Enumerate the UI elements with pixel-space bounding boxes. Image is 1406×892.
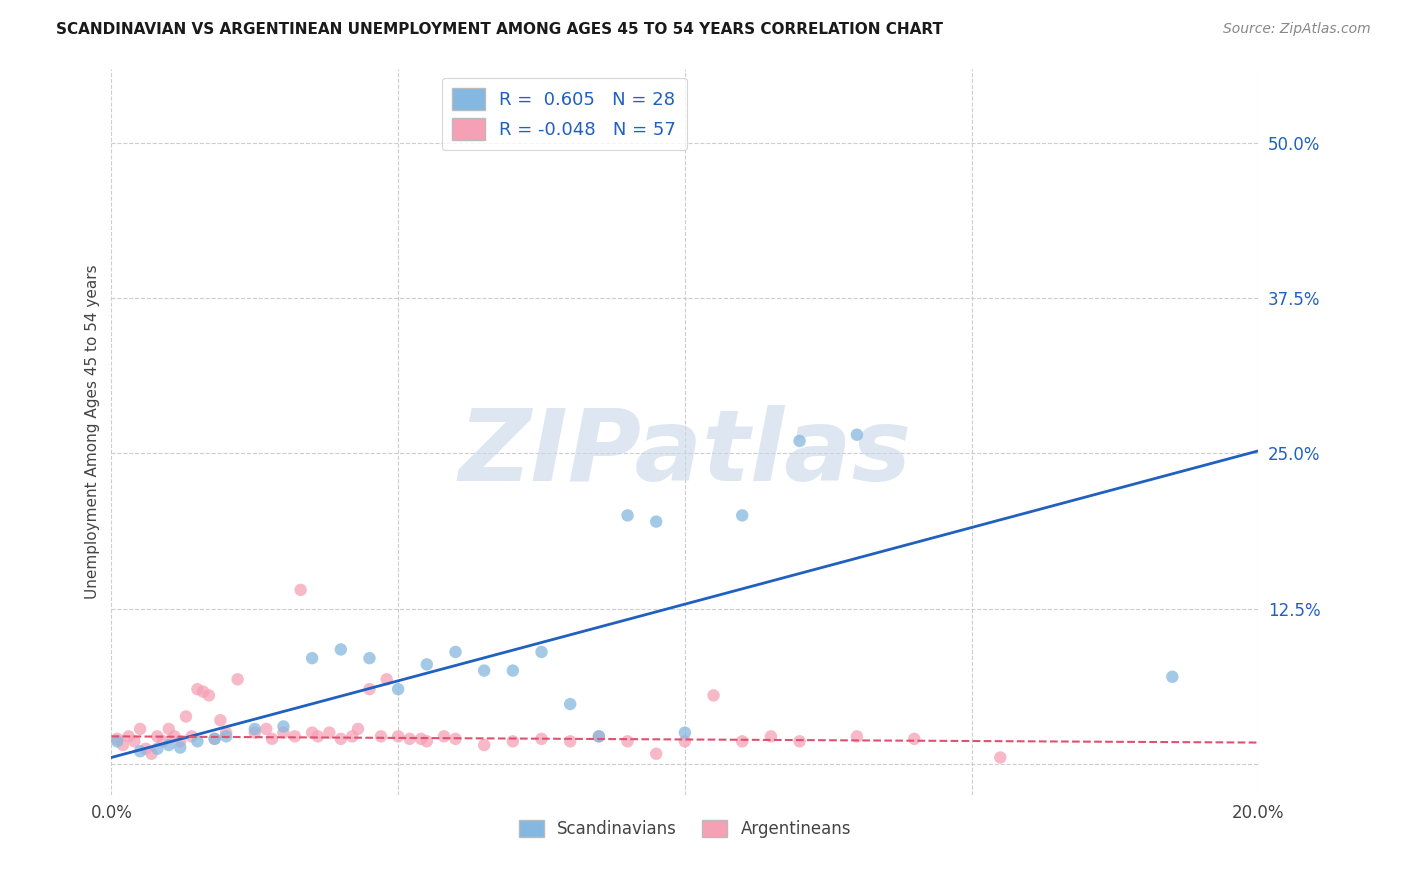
Point xyxy=(416,657,439,672)
Point xyxy=(472,664,495,678)
Point xyxy=(645,515,668,529)
Point xyxy=(215,730,238,744)
Point xyxy=(673,734,696,748)
Point xyxy=(273,719,295,733)
Point xyxy=(616,508,638,523)
Point xyxy=(616,734,638,748)
Point xyxy=(731,734,754,748)
Point xyxy=(209,713,232,727)
Point xyxy=(845,427,868,442)
Point xyxy=(186,734,208,748)
Point xyxy=(105,731,128,746)
Point xyxy=(111,738,134,752)
Point xyxy=(444,731,467,746)
Point xyxy=(260,731,283,746)
Point xyxy=(530,731,553,746)
Legend: Scandinavians, Argentineans: Scandinavians, Argentineans xyxy=(512,813,858,845)
Point xyxy=(433,730,456,744)
Point xyxy=(105,734,128,748)
Point xyxy=(129,722,152,736)
Point xyxy=(290,582,312,597)
Point xyxy=(370,730,392,744)
Point xyxy=(329,731,352,746)
Point xyxy=(198,689,221,703)
Point xyxy=(645,747,668,761)
Point xyxy=(273,725,295,739)
Point xyxy=(301,651,323,665)
Point xyxy=(789,434,811,448)
Point xyxy=(117,730,139,744)
Point xyxy=(342,730,364,744)
Point xyxy=(444,645,467,659)
Point xyxy=(588,730,610,744)
Point xyxy=(416,734,439,748)
Point xyxy=(759,730,782,744)
Point xyxy=(347,722,370,736)
Point xyxy=(789,734,811,748)
Point xyxy=(146,741,169,756)
Point xyxy=(180,730,202,744)
Point xyxy=(135,741,157,756)
Point xyxy=(204,731,226,746)
Point xyxy=(502,664,524,678)
Point xyxy=(169,734,191,748)
Point xyxy=(157,738,180,752)
Point xyxy=(387,682,409,697)
Point xyxy=(186,682,208,697)
Point xyxy=(169,740,191,755)
Point xyxy=(731,508,754,523)
Point xyxy=(141,747,163,761)
Point xyxy=(124,734,146,748)
Point xyxy=(243,722,266,736)
Point xyxy=(329,642,352,657)
Point xyxy=(226,673,249,687)
Point xyxy=(307,730,329,744)
Point xyxy=(398,731,420,746)
Point xyxy=(502,734,524,748)
Point xyxy=(673,725,696,739)
Point xyxy=(560,697,582,711)
Text: Source: ZipAtlas.com: Source: ZipAtlas.com xyxy=(1223,22,1371,37)
Point xyxy=(845,730,868,744)
Point xyxy=(301,725,323,739)
Point xyxy=(254,722,277,736)
Point xyxy=(163,730,186,744)
Point xyxy=(129,744,152,758)
Point xyxy=(146,730,169,744)
Point xyxy=(703,689,725,703)
Point xyxy=(174,709,197,723)
Point xyxy=(204,731,226,746)
Point xyxy=(409,731,432,746)
Point xyxy=(157,722,180,736)
Point xyxy=(530,645,553,659)
Text: ZIPatlas: ZIPatlas xyxy=(458,405,911,502)
Point xyxy=(359,651,381,665)
Text: SCANDINAVIAN VS ARGENTINEAN UNEMPLOYMENT AMONG AGES 45 TO 54 YEARS CORRELATION C: SCANDINAVIAN VS ARGENTINEAN UNEMPLOYMENT… xyxy=(56,22,943,37)
Point xyxy=(284,730,307,744)
Point xyxy=(903,731,925,746)
Point xyxy=(375,673,398,687)
Point xyxy=(359,682,381,697)
Point xyxy=(387,730,409,744)
Point xyxy=(318,725,340,739)
Point xyxy=(191,684,214,698)
Point xyxy=(152,734,174,748)
Point xyxy=(472,738,495,752)
Point xyxy=(588,730,610,744)
Point xyxy=(1161,670,1184,684)
Point xyxy=(243,725,266,739)
Point xyxy=(215,725,238,739)
Point xyxy=(560,734,582,748)
Point xyxy=(988,750,1011,764)
Y-axis label: Unemployment Among Ages 45 to 54 years: Unemployment Among Ages 45 to 54 years xyxy=(86,264,100,599)
